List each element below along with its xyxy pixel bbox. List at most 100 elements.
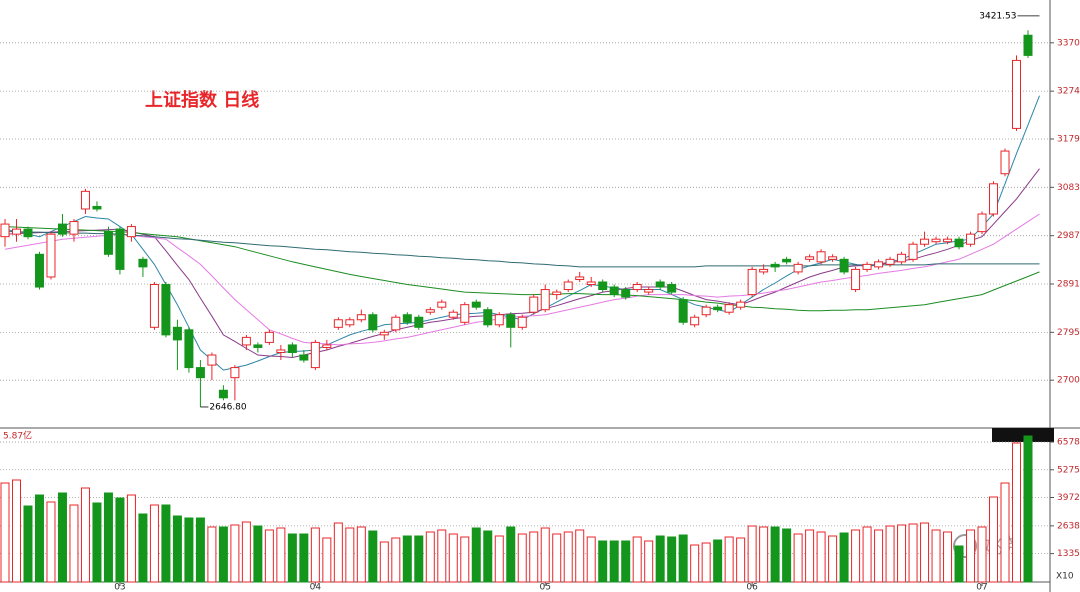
- volume-bar: [207, 526, 217, 583]
- volume-bar: [333, 522, 343, 583]
- indicator-box: [992, 428, 1054, 442]
- candle-body: [57, 223, 67, 235]
- volume-bar: [161, 504, 171, 583]
- volume-bar: [552, 533, 562, 583]
- candle-body: [92, 205, 102, 210]
- candle-body: [954, 238, 964, 248]
- candle-body: [759, 268, 769, 273]
- candle-body: [425, 309, 435, 313]
- volume-bar: [655, 535, 665, 583]
- volume-bar: [46, 501, 56, 583]
- x-tick-label: 07: [976, 583, 987, 592]
- candle-body: [977, 213, 987, 233]
- volume-bar: [310, 527, 320, 583]
- candle-body: [908, 243, 918, 260]
- candle-body: [126, 226, 136, 238]
- candle-body: [621, 289, 631, 298]
- volume-bar: [253, 525, 263, 583]
- y-tick-label: 1335: [1057, 549, 1080, 559]
- volume-bar: [230, 524, 240, 583]
- candle-body: [529, 296, 539, 313]
- volume-bar: [701, 542, 711, 583]
- candle-body: [586, 281, 596, 286]
- high-label: 3421.53: [979, 11, 1016, 21]
- volume-bar: [575, 529, 585, 583]
- volume-bar: [471, 527, 481, 583]
- candle-body: [563, 281, 573, 291]
- candle-body: [46, 233, 56, 278]
- volume-bar: [0, 482, 10, 583]
- volume-bar: [529, 531, 539, 583]
- volume-bar: [885, 525, 895, 583]
- candle-body: [1023, 34, 1033, 56]
- y-tick-label: 6578: [1057, 438, 1080, 448]
- y-tick-label: 2891: [1057, 280, 1080, 290]
- volume-bar: [759, 526, 769, 583]
- ma-line: [4, 226, 1040, 312]
- volume-bar: [851, 529, 861, 583]
- volume-bar: [149, 504, 159, 583]
- candle-body: [11, 228, 21, 235]
- candle-body: [322, 344, 332, 348]
- candle-body: [517, 316, 527, 328]
- volume-bar: [678, 534, 688, 583]
- volume-bar: [989, 496, 999, 583]
- y-tick-label: 3972: [1057, 493, 1080, 503]
- volume-bar: [598, 540, 608, 583]
- volume-bar: [115, 497, 125, 583]
- volume-bar: [276, 527, 286, 583]
- volume-bar: [713, 539, 723, 583]
- volume-bar: [816, 531, 826, 583]
- volume-bar: [908, 523, 918, 583]
- candle-body: [391, 316, 401, 331]
- candle-body: [667, 284, 677, 293]
- candle-body: [207, 354, 217, 366]
- candle-body: [862, 263, 872, 270]
- volume-label: 5.87亿: [3, 430, 32, 442]
- volume-bar: [793, 533, 803, 583]
- volume-bar: [609, 540, 619, 583]
- candle-body: [494, 314, 504, 326]
- volume-bar: [862, 526, 872, 583]
- candle-body: [989, 183, 999, 215]
- candle-body: [218, 389, 228, 399]
- candle-body: [943, 238, 953, 243]
- volume-bar: [264, 529, 274, 583]
- candle-body: [356, 314, 366, 321]
- x-tick-label: 06: [746, 583, 758, 592]
- volume-unit: X10: [1056, 572, 1074, 582]
- y-tick-label: 2638: [1057, 521, 1080, 531]
- volume-bar: [402, 535, 412, 583]
- y-tick-label: 3370: [1057, 38, 1080, 48]
- candle-body: [632, 284, 642, 291]
- candle-body: [345, 319, 355, 326]
- candle-body: [34, 253, 44, 288]
- volume-bar: [425, 531, 435, 583]
- volume-bar: [874, 529, 884, 583]
- candle-body: [770, 263, 780, 268]
- volume-bar: [954, 545, 964, 583]
- candle-body: [471, 301, 481, 308]
- y-tick-label: 3274: [1057, 87, 1080, 97]
- candle-body: [598, 281, 608, 291]
- volume-bar: [586, 536, 596, 583]
- volume-bar: [379, 541, 389, 583]
- y-tick-label: 2987: [1057, 231, 1080, 241]
- volume-bar: [920, 522, 930, 583]
- candle-body: [736, 301, 746, 308]
- volume-bar: [356, 526, 366, 583]
- y-tick-label: 2700: [1057, 376, 1080, 386]
- candle-body: [931, 238, 941, 243]
- candle-body: [276, 349, 286, 353]
- candle-body: [0, 223, 10, 238]
- candle-body: [310, 341, 320, 369]
- candle-body: [241, 336, 251, 346]
- volume-bar: [103, 492, 113, 583]
- candle-body: [690, 316, 700, 326]
- volume-bar: [828, 535, 838, 583]
- candle-body: [333, 319, 343, 328]
- candle-body: [782, 258, 792, 263]
- x-tick-label: 03: [114, 583, 125, 592]
- volume-bar: [241, 521, 251, 583]
- volume-bar: [621, 540, 631, 583]
